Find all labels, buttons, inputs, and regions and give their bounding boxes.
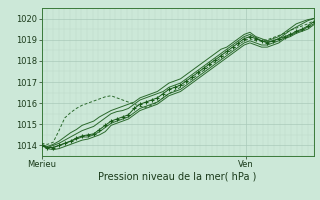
X-axis label: Pression niveau de la mer( hPa ): Pression niveau de la mer( hPa )	[99, 172, 257, 182]
